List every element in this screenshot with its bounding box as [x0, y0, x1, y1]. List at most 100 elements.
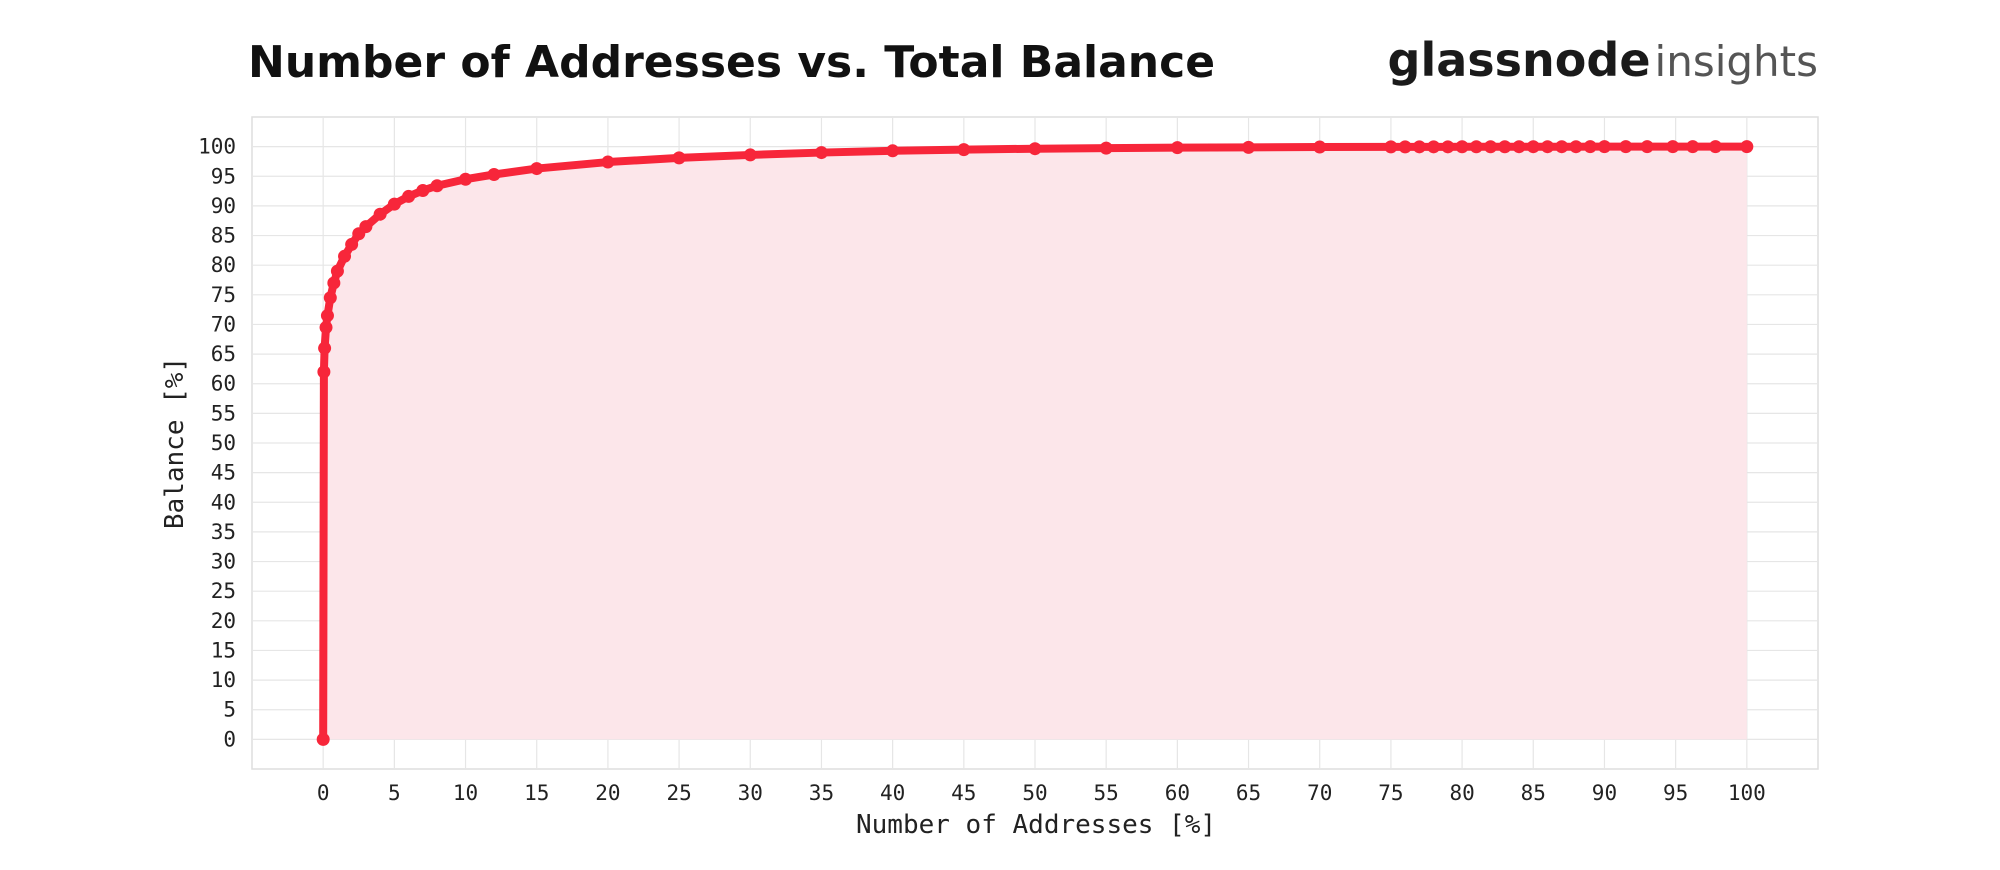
x-axis-label: Number of Addresses [%]: [856, 810, 1216, 840]
data-point: [1740, 140, 1754, 154]
x-tick-label: 5: [388, 781, 401, 805]
y-tick-label: 40: [211, 490, 236, 514]
data-point: [672, 151, 686, 165]
data-point: [1686, 140, 1700, 154]
x-tick-label: 95: [1663, 781, 1688, 805]
data-point: [416, 183, 430, 197]
x-tick-label: 30: [738, 781, 763, 805]
brand-name: glassnode: [1388, 33, 1651, 87]
x-tick-label: 0: [317, 781, 330, 805]
data-point: [1708, 140, 1722, 154]
data-point: [1398, 140, 1412, 154]
data-point: [1242, 140, 1256, 154]
data-point: [1455, 140, 1469, 154]
data-point: [1666, 140, 1680, 154]
data-point: [1583, 140, 1597, 154]
data-point: [1640, 140, 1654, 154]
data-point: [1099, 141, 1113, 155]
data-point: [1384, 140, 1398, 154]
data-point: [402, 189, 416, 203]
y-tick-labels: 0 5 10 15 20 25 30 35 40 45 50 55 60 65 70 75 80 85 90 95 10…: [198, 135, 236, 752]
data-point: [317, 365, 331, 379]
data-point: [743, 148, 757, 162]
data-point: [316, 732, 330, 746]
data-point: [430, 179, 444, 193]
y-tick-label: 35: [211, 520, 236, 544]
data-point: [601, 155, 615, 169]
x-tick-label: 55: [1094, 781, 1119, 805]
data-point: [487, 167, 501, 181]
data-point: [1028, 142, 1042, 156]
y-tick-label: 70: [211, 312, 236, 336]
data-point: [319, 320, 333, 334]
x-tick-label: 40: [880, 781, 905, 805]
data-point: [1555, 140, 1569, 154]
data-point: [338, 249, 352, 263]
data-point: [387, 197, 401, 211]
x-tick-label: 50: [1022, 781, 1047, 805]
data-point: [359, 220, 373, 234]
data-point: [320, 309, 334, 323]
chart-title: Number of Addresses vs. Total Balance: [248, 37, 1215, 88]
data-point: [1469, 140, 1483, 154]
data-point: [1441, 140, 1455, 154]
x-tick-label: 35: [809, 781, 834, 805]
data-point: [318, 341, 332, 355]
data-point: [1313, 140, 1327, 154]
y-tick-label: 75: [211, 283, 236, 307]
y-tick-label: 50: [211, 431, 236, 455]
y-tick-label: 100: [198, 135, 236, 159]
data-point: [1412, 140, 1426, 154]
data-point: [1170, 141, 1184, 155]
x-tick-label: 80: [1449, 781, 1474, 805]
data-point: [530, 162, 544, 176]
data-point: [1512, 140, 1526, 154]
x-tick-label: 15: [524, 781, 549, 805]
y-tick-label: 0: [223, 727, 236, 751]
x-tick-label: 85: [1521, 781, 1546, 805]
y-tick-label: 5: [223, 698, 236, 722]
y-tick-label: 80: [211, 253, 236, 277]
data-point: [327, 276, 341, 290]
data-point: [957, 143, 971, 157]
data-point: [1541, 140, 1555, 154]
y-tick-label: 25: [211, 579, 236, 603]
data-point: [330, 264, 344, 278]
x-tick-label: 25: [666, 781, 691, 805]
y-tick-label: 85: [211, 224, 236, 248]
data-point: [886, 144, 900, 158]
y-tick-label: 60: [211, 372, 236, 396]
y-tick-label: 15: [211, 638, 236, 662]
series-markers: [316, 140, 1754, 746]
x-tick-label: 75: [1378, 781, 1403, 805]
y-tick-label: 95: [211, 164, 236, 188]
data-point: [1619, 140, 1633, 154]
data-point: [1597, 140, 1611, 154]
data-point: [323, 291, 337, 305]
data-point: [373, 207, 387, 221]
data-point: [345, 237, 359, 251]
x-tick-label: 90: [1592, 781, 1617, 805]
data-point: [1484, 140, 1498, 154]
y-axis-label: Balance [%]: [160, 357, 190, 529]
data-point: [459, 172, 473, 186]
x-tick-label: 100: [1728, 781, 1766, 805]
y-tick-label: 65: [211, 342, 236, 366]
x-tick-label: 65: [1236, 781, 1261, 805]
area-fill: [323, 146, 1747, 740]
y-tick-label: 10: [211, 668, 236, 692]
data-point: [1569, 140, 1583, 154]
brand-product: insights: [1655, 37, 1818, 86]
x-tick-label: 10: [453, 781, 478, 805]
brand-logo: glassnodeinsights: [1388, 33, 1818, 87]
data-point: [1427, 140, 1441, 154]
y-tick-label: 45: [211, 461, 236, 485]
x-tick-label: 20: [595, 781, 620, 805]
y-tick-label: 55: [211, 401, 236, 425]
x-tick-label: 60: [1165, 781, 1190, 805]
data-point: [814, 146, 828, 160]
y-tick-label: 30: [211, 550, 236, 574]
data-point: [1526, 140, 1540, 154]
y-tick-label: 90: [211, 194, 236, 218]
